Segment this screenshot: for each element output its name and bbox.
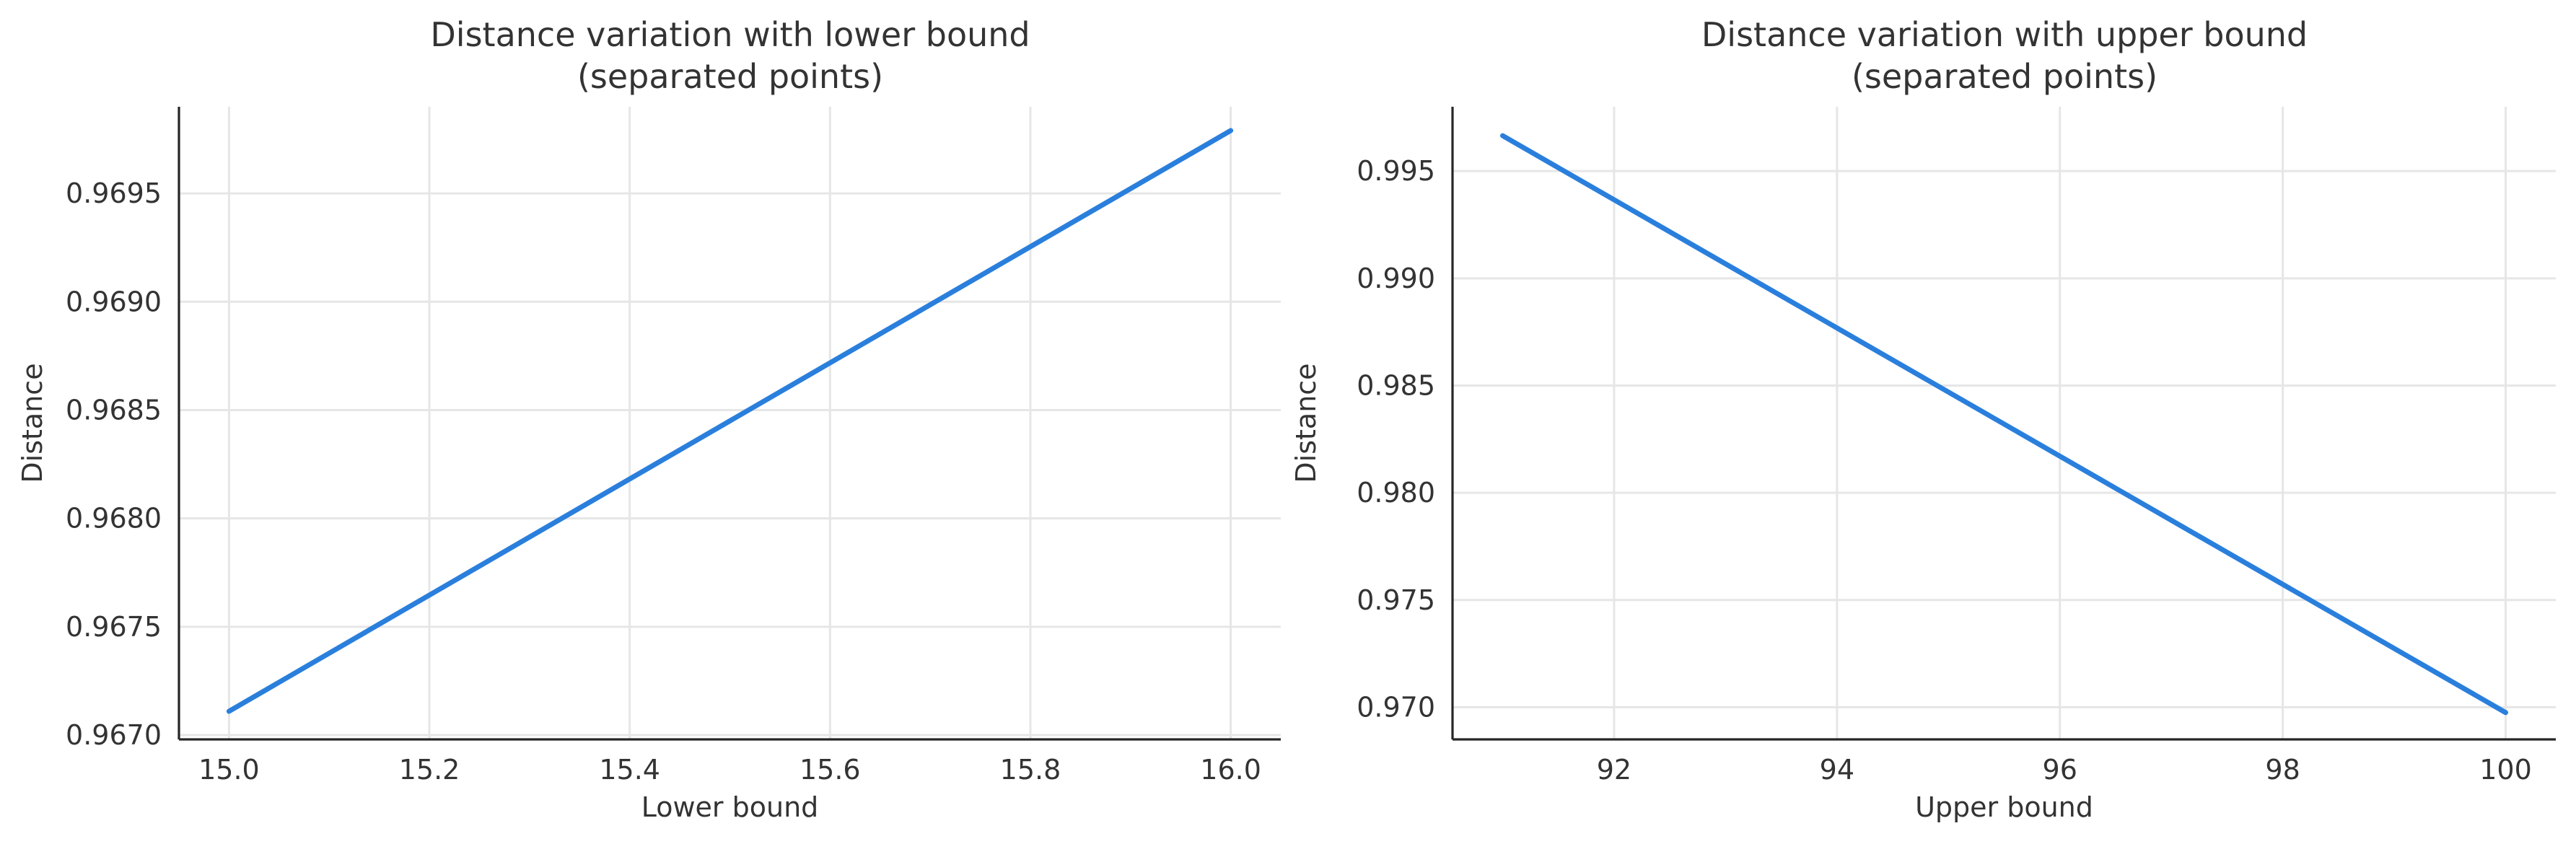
y-tick-label: 0.990: [1357, 263, 1435, 294]
y-tick-label: 0.9675: [66, 611, 162, 643]
chart-panel-1: Distance variation with lower bound(sepa…: [17, 15, 1281, 823]
x-tick-label: 98: [2265, 754, 2300, 786]
x-tick-label: 15.2: [399, 754, 460, 786]
chart-title-line-2: (separated points): [1852, 57, 2157, 96]
y-tick-label: 0.9695: [66, 177, 162, 209]
y-tick-label: 0.985: [1357, 369, 1435, 401]
y-axis-label: Distance: [17, 363, 48, 483]
x-tick-label: 92: [1597, 754, 1631, 786]
chart-panel-2: Distance variation with upper bound(sepa…: [1290, 15, 2556, 823]
x-tick-label: 15.4: [599, 754, 660, 786]
x-tick-label: 94: [1820, 754, 1854, 786]
y-tick-label: 0.980: [1357, 477, 1435, 509]
y-tick-label: 0.9680: [66, 503, 162, 535]
x-tick-label: 16.0: [1200, 754, 1261, 786]
x-tick-label: 100: [2479, 754, 2532, 786]
y-tick-label: 0.9670: [66, 719, 162, 751]
chart-title-line-1: Distance variation with lower bound: [430, 15, 1030, 54]
y-tick-label: 0.9685: [66, 394, 162, 426]
y-tick-label: 0.9690: [66, 286, 162, 317]
y-axis-label: Distance: [1290, 363, 1322, 483]
x-axis-label: Lower bound: [641, 791, 819, 823]
y-tick-label: 0.970: [1357, 691, 1435, 723]
y-tick-label: 0.995: [1357, 155, 1435, 187]
x-tick-label: 15.6: [799, 754, 861, 786]
chart-title-line-1: Distance variation with upper bound: [1701, 15, 2308, 54]
y-tick-label: 0.975: [1357, 584, 1435, 616]
x-tick-label: 15.8: [1000, 754, 1061, 786]
x-axis-label: Upper bound: [1915, 791, 2093, 823]
x-tick-label: 15.0: [198, 754, 260, 786]
series-line-1: [1500, 133, 2508, 716]
series-line-1: [226, 128, 1234, 714]
x-tick-label: 96: [2043, 754, 2077, 786]
chart-title-line-2: (separated points): [577, 57, 883, 96]
